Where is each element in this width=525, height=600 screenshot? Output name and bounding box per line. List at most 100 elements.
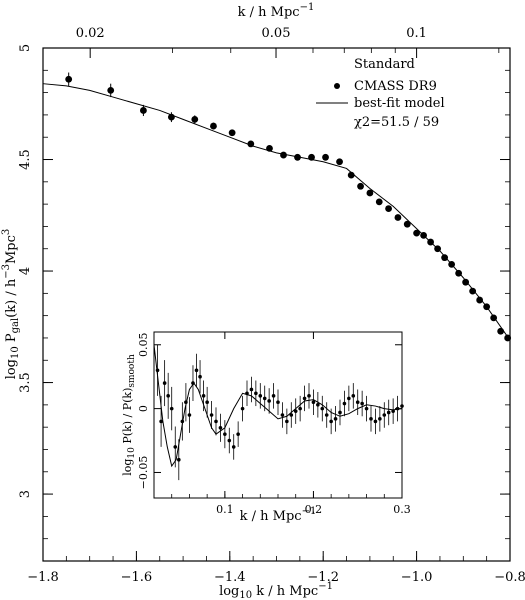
inset-data-point [227,438,232,443]
data-point [347,171,355,179]
y-tick-label: 4.5 [18,149,33,170]
inset-data-point [289,413,294,417]
inset-data-point [177,457,181,462]
legend-chi2: χ2=51.5 / 59 [354,115,439,130]
inset-data-point [180,419,185,424]
inset-data-point [262,396,267,401]
data-point [497,327,505,335]
inset-data-point [187,413,192,417]
data-point [191,115,199,123]
inset-y-tick-label: −0.05 [137,456,150,490]
data-point [413,229,420,237]
inset-data-point [271,394,276,398]
inset-data-point [249,387,254,392]
data-point [294,153,301,161]
inset-data-point [338,410,342,415]
data-point [228,129,236,137]
inset-data-point [166,394,170,398]
x-tick-label: −0.8 [494,570,525,585]
data-point [357,182,364,190]
inset-data-point [223,432,227,436]
inset-data-point [194,368,199,373]
main-tick-labels: −1.8 −1.6 −1.4 −1.2 −1.0 −0.8 3 3.5 4 4.5 5 0.02 0.0… [18,26,525,585]
inset-data-point [351,394,356,398]
inset-y-tick-label: 0.05 [137,333,150,358]
main-points-layer [65,72,512,342]
inset-data-point [369,417,373,421]
inset-data-point [285,419,289,424]
data-point [490,314,498,322]
inset-data-point [231,445,236,449]
data-point [266,144,273,152]
inset-data-point [258,394,263,398]
inset-data-point [329,419,333,424]
inset-data-point [347,396,351,401]
inset-points-layer [155,344,404,481]
inset-data-point [360,401,364,406]
data-point [168,113,175,121]
inset-data-point [159,419,163,424]
y-axis-label: log10 Pgal(k) / h−3Mpc3 [1,229,21,380]
data-point [336,158,343,166]
inset-data-point [267,399,271,403]
inset-data-point [324,413,329,417]
inset-y-tick-label: 0 [137,405,150,412]
data-point [483,303,491,311]
inset-data-point [386,410,391,415]
inset-data-point [169,406,174,411]
inset-data-point [173,445,178,449]
legend: Standard CMASS DR9 best-fit model χ2=51.… [316,57,445,130]
legend-entry-data: CMASS DR9 [354,79,437,94]
inset-data-point [391,409,395,413]
inset-data-point [342,401,347,406]
data-point [403,220,411,228]
inset-data-point [382,413,387,417]
inset-data-point [191,381,195,385]
inset-data-point [184,400,188,405]
inset-data-point [311,400,316,405]
x-tick-label: −1.6 [121,570,153,585]
y-tick-label: 3 [18,490,33,498]
inset-tick-labels: 0.1 0.2 0.3 −0.05 0 0.05 [137,333,411,516]
data-point [420,231,428,239]
x-tick-label: −1.0 [401,570,433,585]
inset-data-point [155,368,160,373]
data-point [469,287,477,295]
data-point [375,198,383,206]
inset-data-point [201,394,206,398]
data-point [366,189,374,197]
inset-data-point [355,400,360,405]
data-point [210,122,217,130]
data-point [462,278,470,286]
inset-x-axis-label: k / h Mpc−1 [240,506,317,524]
data-point [394,214,402,221]
legend-heading: Standard [354,57,415,72]
data-point [107,86,115,94]
inset-data-point [198,374,202,379]
y-tick-label: 3.5 [18,372,33,393]
data-point [140,107,147,114]
inset-data-point [364,406,369,411]
inset-data-point [245,391,249,396]
inset-data-point [302,396,307,401]
data-point [308,153,315,161]
x-tick-label: −1.2 [307,570,339,585]
data-point [427,238,435,246]
model-line [42,83,511,341]
top-tick-label: 0.05 [262,26,291,41]
data-point [247,140,255,148]
inset-data-point [218,425,223,430]
data-point [280,151,287,159]
inset-x-tick-label: 0.2 [305,503,323,516]
main-model-layer [42,83,511,341]
y-tick-label: 4 [18,267,33,275]
top-tick-label: 0.02 [76,26,105,41]
inset-data-point [395,406,400,411]
data-point [504,334,512,342]
inset-data-point [254,391,258,396]
y-tick-label: 5 [18,44,33,52]
data-point [455,269,463,277]
legend-entry-model: best-fit model [354,96,445,111]
inset-data-point [320,406,325,411]
